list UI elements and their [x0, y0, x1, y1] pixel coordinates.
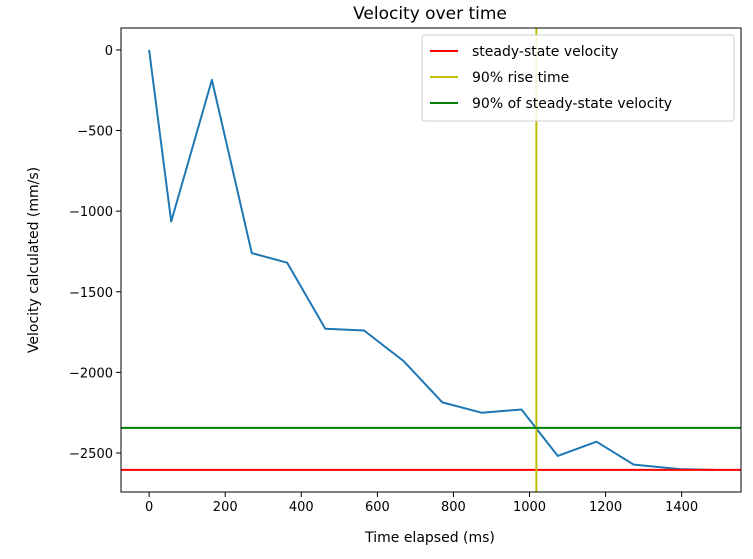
series-line-0: [148, 49, 714, 471]
x-tick-label: 400: [289, 500, 314, 515]
x-tick-label: 0: [145, 500, 153, 515]
x-axis-label: Time elapsed (ms): [364, 530, 495, 546]
legend: [421, 34, 735, 122]
legend-label: steady-state velocity: [472, 44, 619, 60]
x-tick-label: 800: [441, 500, 466, 515]
y-tick-label: −2000: [69, 366, 113, 381]
axes-frame: [120, 27, 742, 493]
x-tick-label: 600: [365, 500, 390, 515]
x-tick-label: 1400: [665, 500, 698, 515]
x-tick-label: 1000: [513, 500, 546, 515]
y-tick-label: −2500: [69, 447, 113, 462]
x-tick-label: 200: [213, 500, 238, 515]
y-tick-label: 0: [105, 44, 113, 59]
chart-title: Velocity over time: [353, 4, 507, 24]
y-tick-label: −500: [77, 125, 113, 140]
y-tick-label: −1000: [69, 205, 113, 220]
x-tick-label: 1200: [589, 500, 622, 515]
legend-label: 90% of steady-state velocity: [472, 96, 672, 112]
y-axis-label: Velocity calculated (mm/s): [26, 167, 42, 353]
y-tick-label: −1500: [69, 286, 113, 301]
legend-label: 90% rise time: [472, 70, 569, 86]
